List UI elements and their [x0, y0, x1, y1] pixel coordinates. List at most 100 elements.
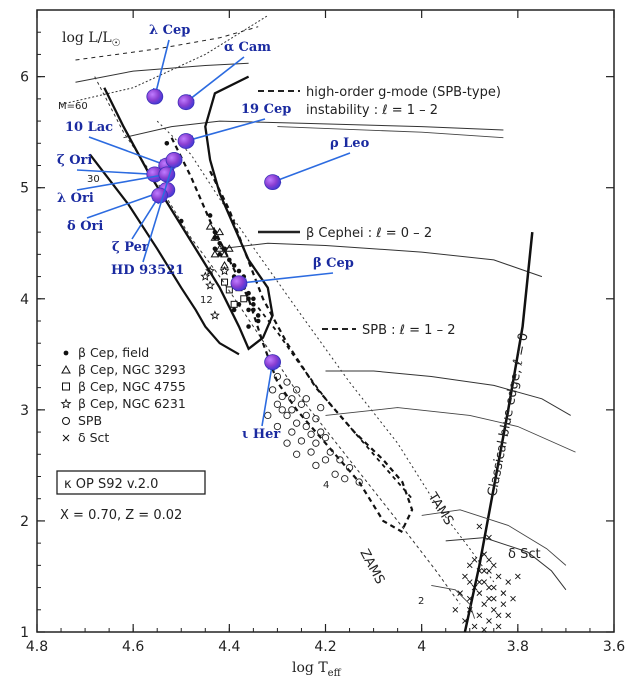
delta-sct-point — [471, 556, 478, 563]
y-axis-label: log L/L☉ — [62, 30, 121, 49]
mass-label-4: 4 — [323, 480, 329, 491]
spb-point — [312, 439, 320, 447]
legend-symbol-star — [60, 398, 72, 409]
beta-cep-ngc4755-point — [225, 286, 233, 294]
y-tick-label: 2 — [20, 514, 29, 530]
y-tick-label: 3 — [20, 403, 29, 419]
delta-sct-point — [476, 590, 483, 596]
legend-label: β Cep, NGC 4755 — [78, 379, 186, 394]
delta-sct-point — [495, 612, 502, 619]
x-tick-label: 4.8 — [26, 639, 48, 655]
delta-sct-point — [486, 584, 492, 591]
beta-cep-ngc4755-point — [221, 278, 229, 286]
delta-sct-point — [510, 595, 516, 602]
beta-cep-ngc6231-point — [205, 265, 216, 276]
star-label: λ Cep — [149, 23, 190, 38]
data-points — [164, 140, 521, 633]
delta-sct-point — [452, 606, 459, 613]
star-label: λ Ori — [57, 191, 94, 206]
delta-sct-point — [457, 590, 463, 596]
legend-label: δ Sct — [78, 430, 109, 445]
beta-cep-field-point — [217, 252, 223, 257]
spb-point — [273, 372, 282, 381]
delta-sct-point — [471, 584, 478, 591]
mass-label-30: 30 — [87, 174, 100, 185]
track-2b — [421, 509, 567, 566]
star-arrow — [271, 152, 351, 184]
spb-point — [336, 456, 344, 464]
beta-cep-ngc3293-point — [205, 222, 215, 230]
spb-point — [283, 378, 291, 386]
info-box-text: κ OP S92 v.2.0 — [64, 477, 158, 492]
beta-cep-field-point — [217, 240, 223, 246]
beta-cep-ngc4755-point — [240, 295, 248, 303]
beta-cep-field-point — [246, 307, 251, 313]
beta-cep-field-point — [246, 290, 251, 296]
track-30 — [123, 120, 504, 139]
delta-sct-point — [466, 562, 473, 569]
beta-cep-field-point — [212, 246, 218, 252]
delta-sct-point — [505, 612, 512, 619]
delta-sct-point — [490, 595, 497, 602]
star-arrow — [261, 361, 276, 427]
beta-cep-ngc6231-point — [219, 265, 230, 276]
spb-point — [288, 406, 296, 414]
spb-point — [321, 433, 330, 442]
delta-sct-point — [486, 595, 492, 602]
spb-point — [317, 403, 325, 412]
spb-point — [345, 463, 354, 472]
star-arrow — [142, 158, 176, 263]
delta-sct-point — [476, 579, 483, 585]
legend-symbol-circle — [62, 417, 70, 425]
spb-point — [341, 475, 349, 483]
delta-sct-point — [500, 601, 507, 608]
mass-label-12: 12 — [200, 295, 213, 306]
beta-cep-ngc6231-point — [209, 310, 220, 320]
highlighted-star-marker — [264, 354, 282, 370]
track-3 — [325, 407, 576, 453]
beta-cep-strip — [103, 75, 274, 351]
highlighted-star-marker — [146, 88, 164, 105]
star-arrow — [237, 272, 334, 287]
spb-point — [321, 456, 330, 464]
delta-sct-point — [481, 568, 487, 574]
beta-cep-field-point — [222, 246, 227, 252]
delta-sct-point — [486, 534, 492, 541]
delta-sct-point — [462, 573, 468, 580]
beta-cep-field-point — [212, 229, 218, 235]
line-legend-sp-label2: instability : ℓ = 1 – 2 — [306, 103, 438, 118]
classical-blue-edge — [463, 231, 534, 633]
delta-sct-point — [466, 595, 473, 602]
y-tick-label: 6 — [20, 70, 29, 86]
spb-point — [302, 395, 310, 403]
x-tick-label: 4 — [417, 639, 426, 655]
spb-point — [302, 411, 310, 420]
beta-cep-field-point — [227, 257, 232, 263]
delta-sct-point — [466, 579, 473, 585]
star-label: δ Ori — [67, 219, 103, 234]
spb-point — [292, 386, 301, 394]
beta-cep-field-point — [236, 268, 242, 274]
star-label: 10 Lac — [65, 120, 113, 135]
beta-cep-field-point — [236, 302, 242, 307]
delta-sct-point — [481, 551, 487, 558]
beta-cep-field-point — [251, 307, 256, 313]
spb-point — [326, 448, 334, 456]
zams-curve — [94, 76, 461, 605]
star-arrow — [185, 56, 245, 103]
delta-sct-point — [515, 573, 521, 580]
legend-symbol-triangle — [61, 364, 71, 374]
star-label: HD 93521 — [111, 263, 184, 278]
beta-cep-ngc3293-point — [224, 244, 234, 252]
delta-sct-point — [486, 618, 492, 624]
star-arrow — [76, 169, 156, 178]
star-arrow — [76, 171, 168, 191]
delta-sct-point — [490, 606, 497, 613]
delta-sct-point — [500, 590, 507, 596]
beta-cep-field-point — [231, 263, 237, 268]
x-tick-label: 4.2 — [314, 639, 336, 655]
star-label: β Cep — [313, 256, 354, 271]
